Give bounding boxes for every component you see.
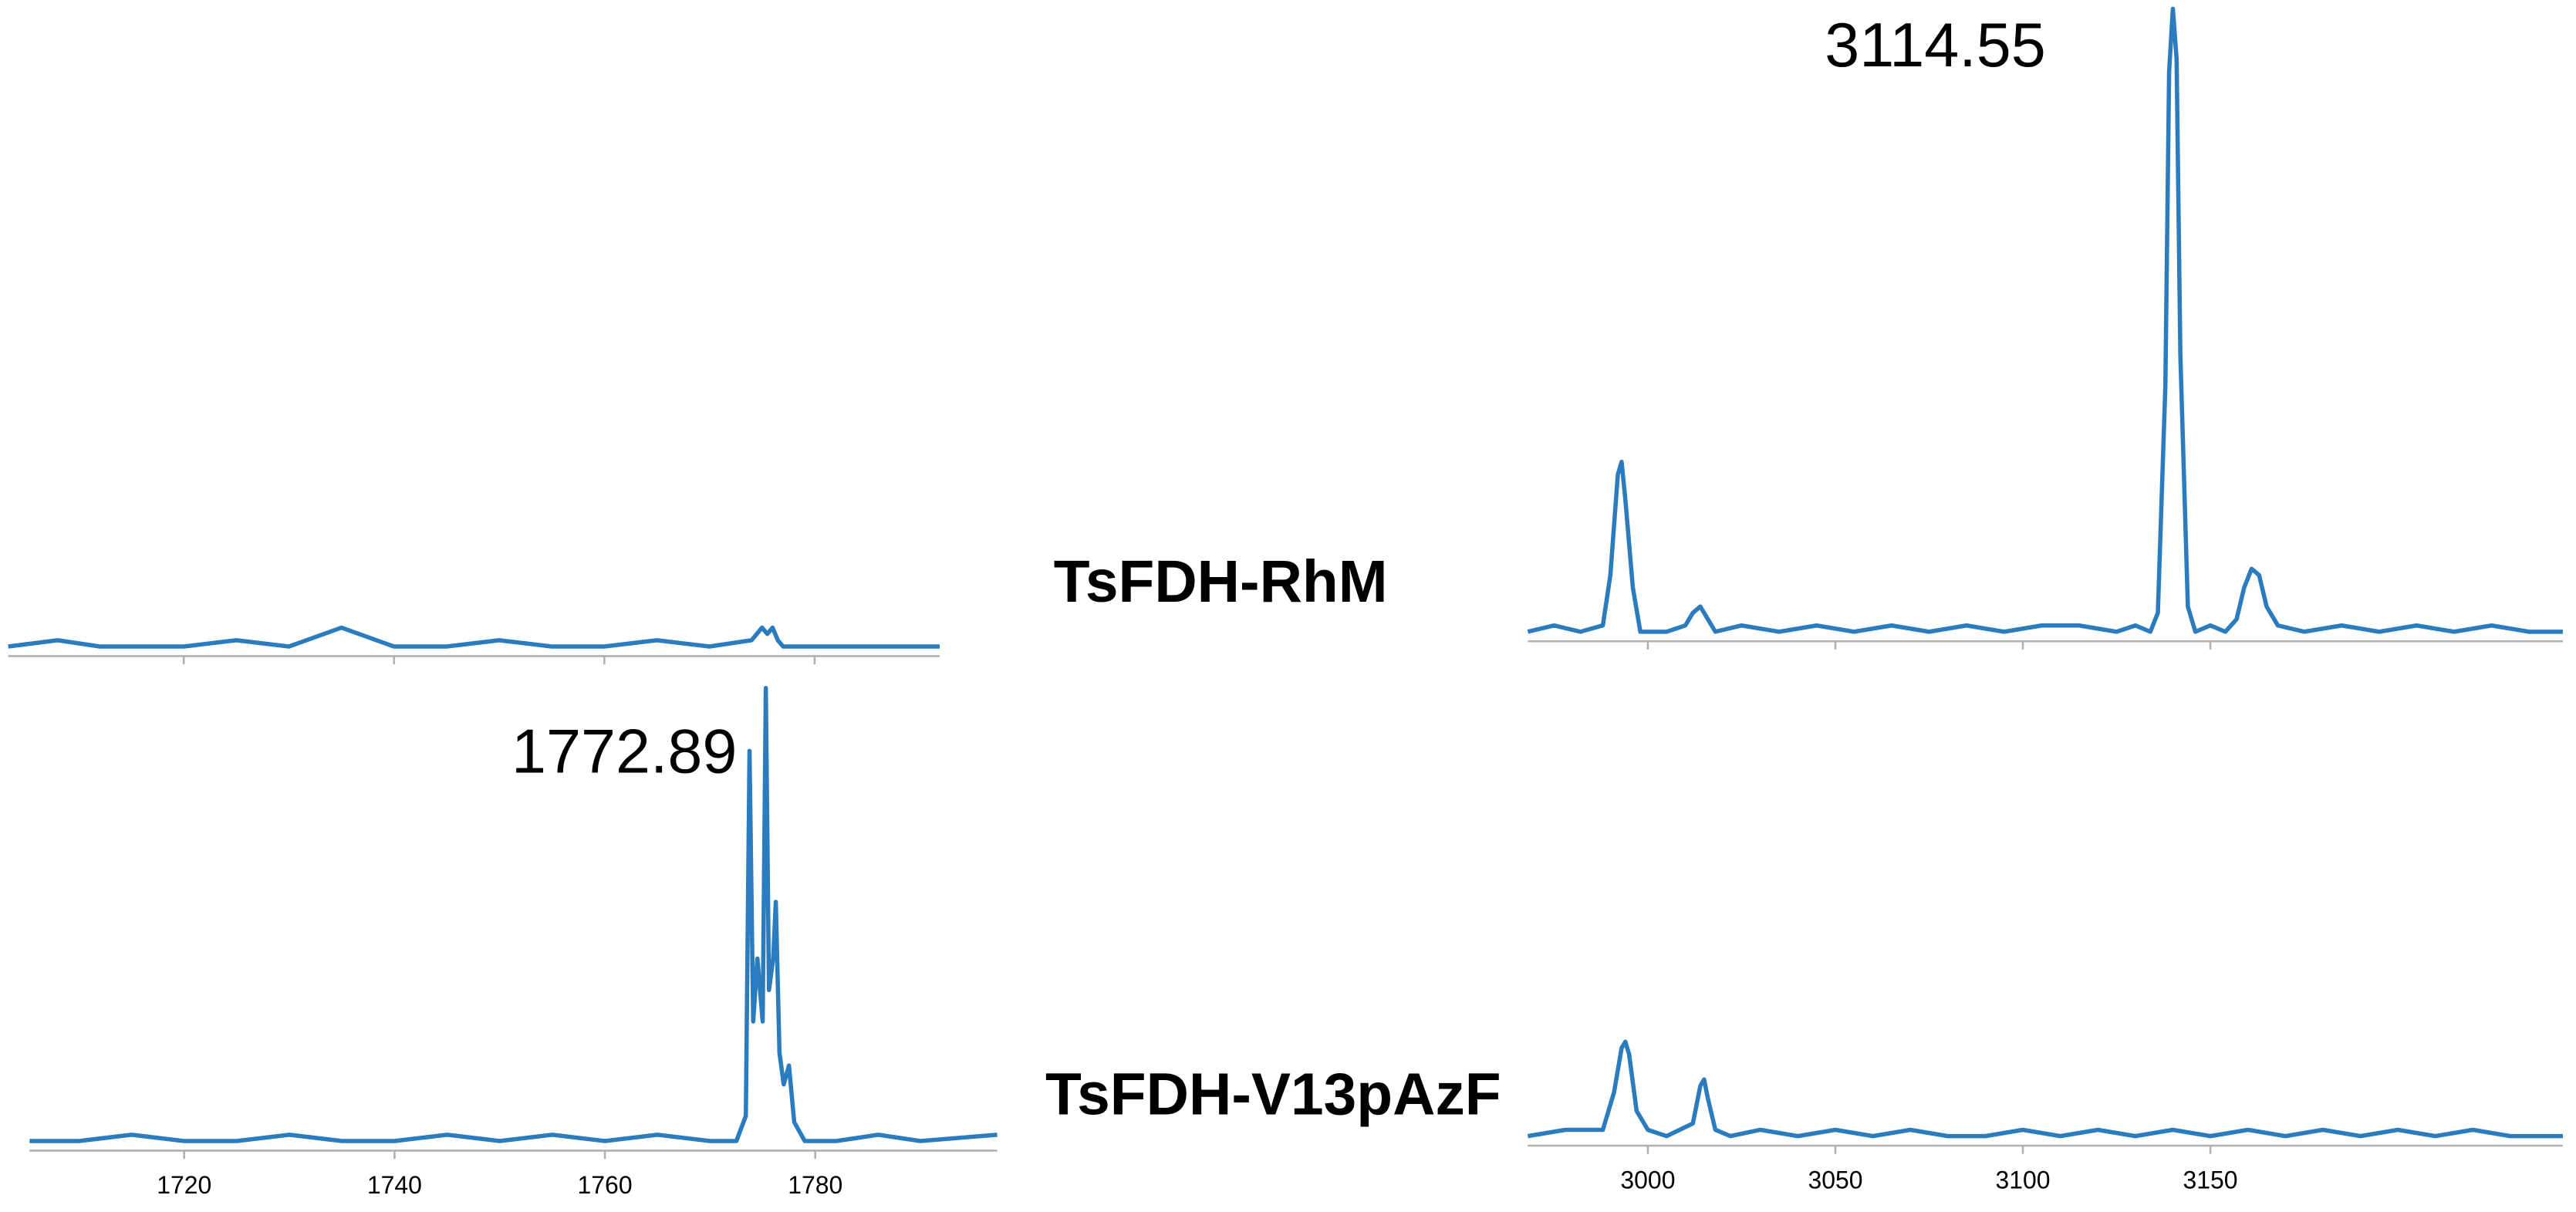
peak-annotation: 3114.55 [1825,11,2045,80]
x-tick-label: 1780 [788,1171,842,1199]
x-tick-label: 3000 [1620,1166,1675,1193]
x-tick-label: 3100 [1995,1166,2050,1193]
x-tick-label: 1720 [157,1171,211,1199]
peak-annotation: 1772.89 [511,717,737,787]
spectrum-line [1527,1039,2563,1139]
x-tick-label: 3150 [2183,1166,2238,1193]
spectrum-label: TsFDH-V13pAzF [1045,1062,1501,1128]
x-tick-label: 3050 [1808,1166,1862,1193]
spectrum-line [8,625,940,649]
spectrum-line [29,686,998,1143]
spectrum-line [1527,6,2563,634]
x-tick-label: 1760 [578,1171,633,1199]
x-tick-label: 1740 [367,1171,422,1199]
spectrum-label: TsFDH-RhM [1054,549,1388,615]
